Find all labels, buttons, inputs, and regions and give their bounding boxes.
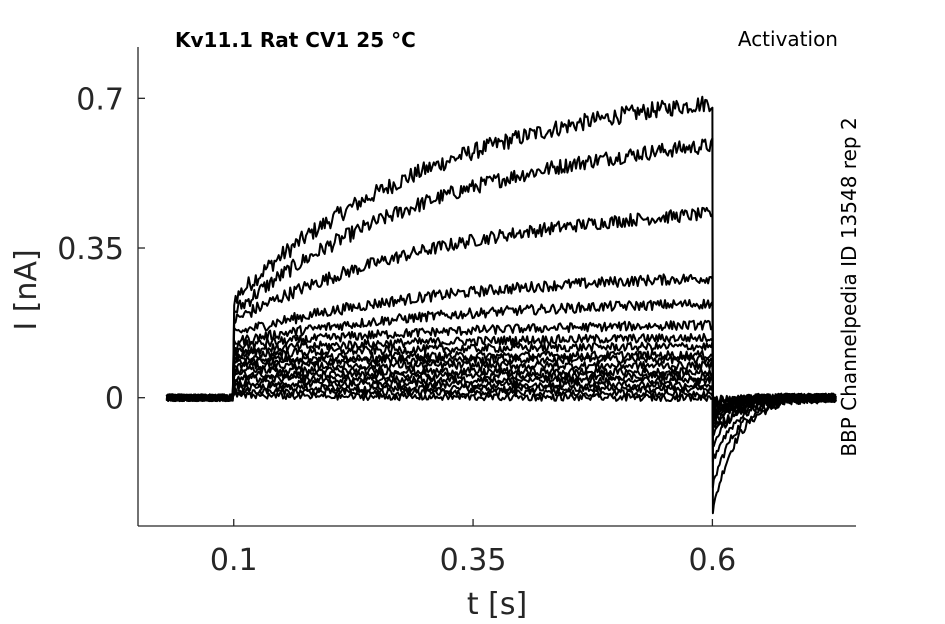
x-ticks: 0.1 0.35 0.6	[210, 519, 736, 578]
y-ticks: 0 0.35 0.7	[57, 82, 145, 417]
x-tick-label: 0.1	[210, 543, 258, 578]
current-trace	[166, 332, 837, 426]
current-trace	[165, 95, 837, 515]
current-trace	[165, 369, 837, 412]
y-tick-label: 0	[105, 382, 124, 417]
y-tick-label: 0.35	[57, 232, 124, 267]
current-trace	[165, 391, 837, 405]
current-traces	[165, 95, 837, 515]
current-trace	[166, 298, 837, 438]
channelpedia-id-label: BBP Channelpedia ID 13548 rep 2	[837, 117, 861, 456]
x-tick-label: 0.35	[440, 543, 507, 578]
current-trace	[165, 273, 837, 448]
current-trace	[166, 137, 837, 489]
chart-title: Kv11.1 Rat CV1 25 °C	[175, 28, 416, 52]
y-tick-label: 0.7	[76, 82, 124, 117]
x-axis-label: t [s]	[467, 587, 527, 622]
current-trace	[165, 374, 837, 409]
x-tick-label: 0.6	[689, 543, 737, 578]
current-trace	[165, 206, 836, 463]
protocol-label: Activation	[738, 27, 838, 51]
y-axis-label: I [nA]	[9, 249, 44, 330]
